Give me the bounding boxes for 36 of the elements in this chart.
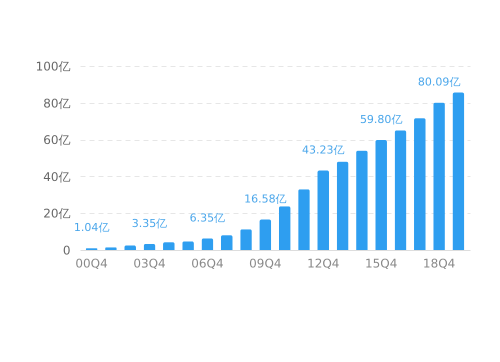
bar [260, 219, 272, 250]
bar [317, 170, 330, 250]
x-tick-label: 18Q4 [422, 256, 456, 270]
x-tick-label: 06Q4 [191, 256, 224, 270]
bar [220, 235, 233, 250]
bar [144, 244, 156, 250]
y-tick-label: 0 [62, 244, 70, 258]
bar [414, 118, 426, 250]
data-label: 59.80亿 [360, 112, 402, 126]
x-tick-label: 00Q4 [75, 256, 108, 270]
data-label: 80.09亿 [418, 76, 460, 89]
bar [375, 140, 387, 250]
bar [433, 102, 445, 250]
x-tick-label: 12Q4 [307, 256, 340, 270]
x-tick-label: 03Q4 [133, 256, 166, 270]
y-tick-label: 20亿 [43, 206, 70, 221]
bar [298, 189, 310, 250]
bar [336, 162, 348, 250]
bar [240, 229, 252, 250]
y-tick-label: 60亿 [43, 133, 70, 148]
data-label: 1.04亿 [74, 221, 110, 234]
data-label: 3.35亿 [132, 216, 168, 230]
data-label: 6.35亿 [190, 211, 226, 224]
bar [356, 150, 368, 250]
y-tick-label: 80亿 [43, 96, 70, 110]
data-label: 43.23亿 [302, 143, 345, 156]
x-tick-label: 09Q4 [249, 256, 282, 270]
bar [278, 206, 290, 250]
x-tick-label: 15Q4 [365, 256, 398, 270]
data-label: 16.58亿 [244, 192, 287, 206]
bar [394, 130, 406, 250]
bar [182, 241, 194, 250]
y-tick-label: 40亿 [43, 170, 70, 184]
y-tick-label: 100亿 [36, 60, 70, 74]
bar [452, 92, 464, 250]
bar [202, 238, 214, 250]
